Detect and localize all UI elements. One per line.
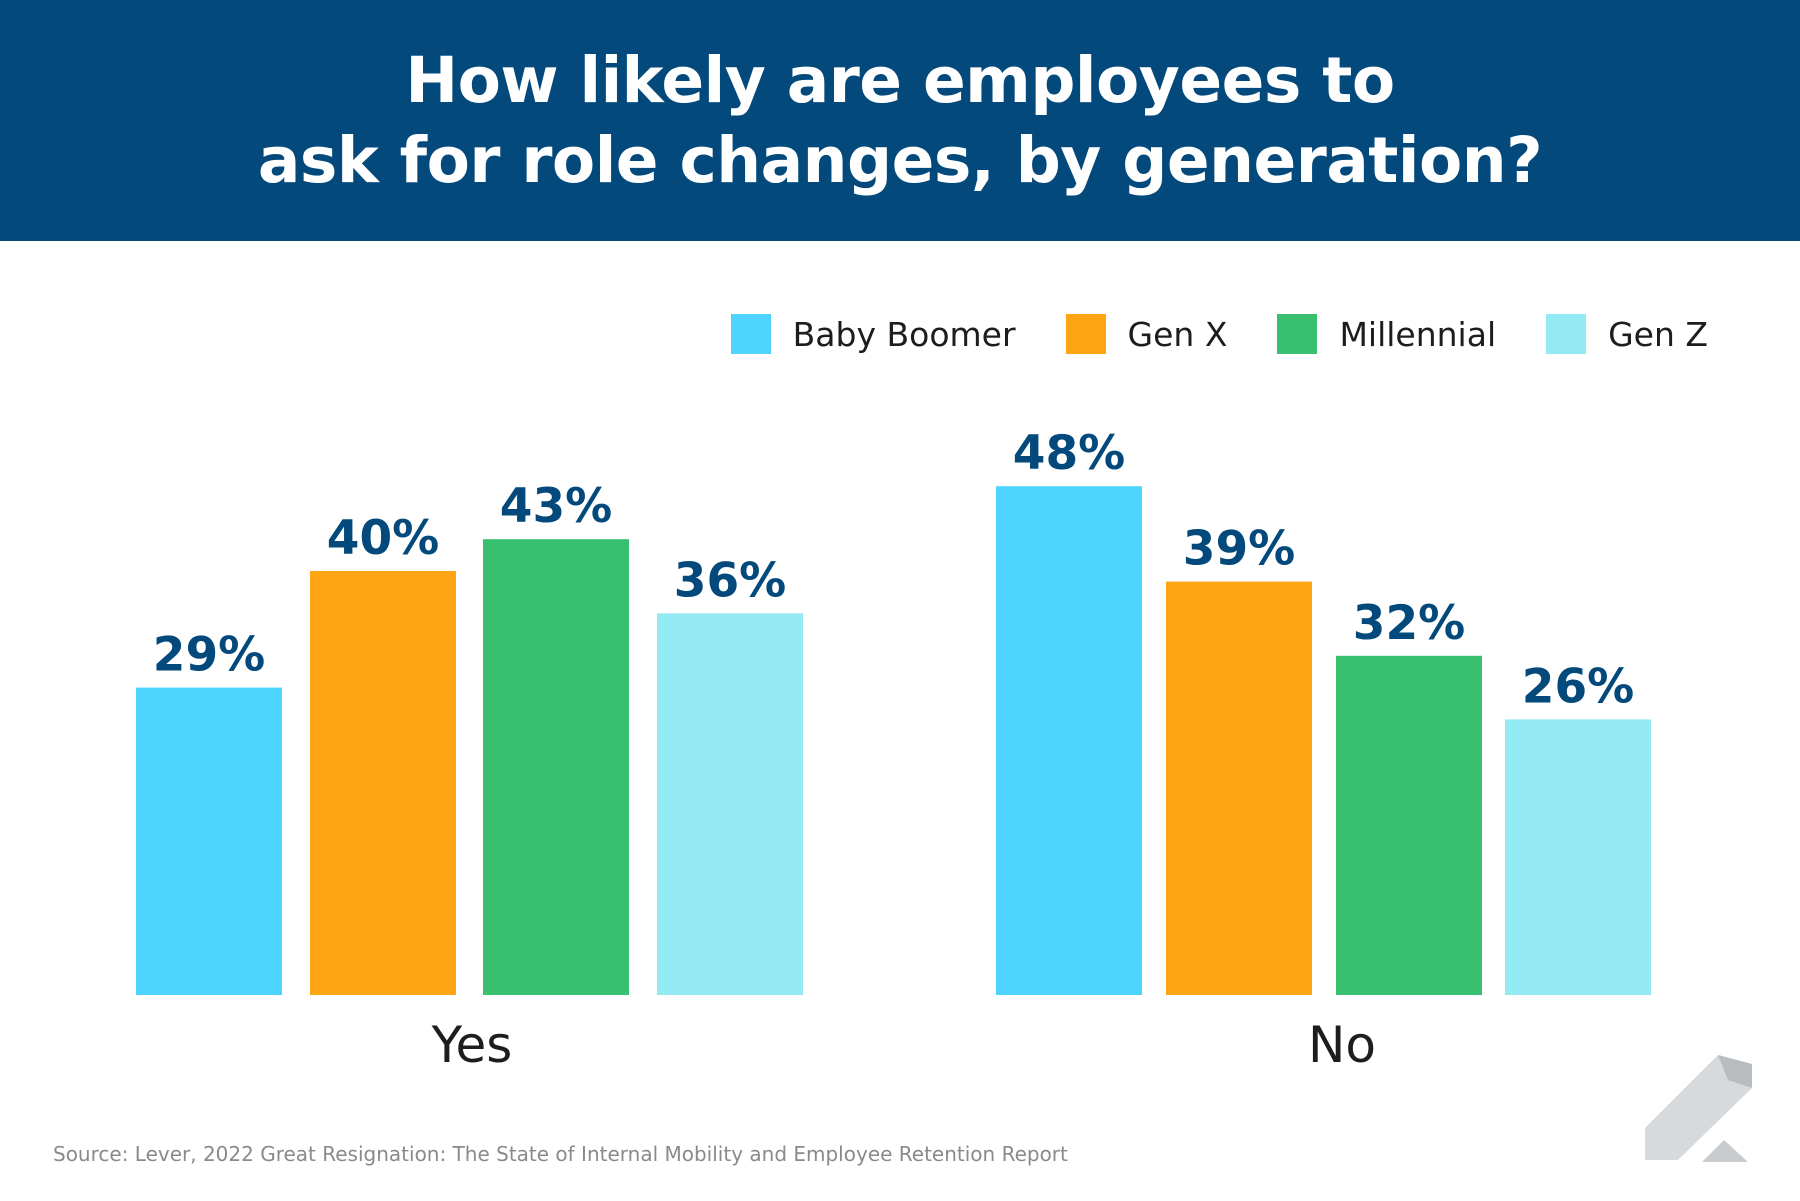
data-label-yes-baby-boomer: 29%: [153, 628, 266, 683]
header-banner: How likely are employees to ask for role…: [0, 0, 1800, 241]
data-label-no-baby-boomer: 48%: [1013, 426, 1126, 481]
bar-yes-gen-z: [657, 613, 803, 995]
chart-title-line-1: How likely are employees to: [405, 43, 1395, 117]
bar-yes-baby-boomer: [136, 687, 282, 995]
legend-item-gen-z: Gen Z: [1546, 314, 1708, 354]
legend-swatch-millennial: [1277, 314, 1318, 354]
bar-yes-gen-x: [310, 571, 456, 995]
lever-logo-icon: [1645, 1055, 1752, 1162]
legend-label-gen-z: Gen Z: [1608, 314, 1708, 354]
legend-label-gen-x: Gen X: [1127, 314, 1228, 354]
bar-no-baby-boomer: [996, 486, 1142, 995]
data-label-yes-gen-x: 40%: [327, 511, 440, 566]
data-label-yes-millennial: 43%: [500, 479, 613, 534]
legend-item-baby-boomer: Baby Boomer: [730, 314, 1016, 354]
bar-no-gen-x: [1166, 581, 1312, 995]
data-label-no-gen-x: 39%: [1183, 522, 1296, 577]
legend-swatch-baby-boomer: [730, 314, 771, 354]
bar-yes-millennial: [483, 539, 629, 995]
data-label-no-millennial: 32%: [1353, 596, 1466, 651]
data-label-yes-gen-z: 36%: [674, 553, 787, 608]
bar-no-millennial: [1336, 655, 1482, 995]
category-label-no: No: [1308, 1016, 1376, 1074]
legend-label-baby-boomer: Baby Boomer: [792, 314, 1016, 354]
legend-item-gen-x: Gen X: [1065, 314, 1228, 354]
source-note: Source: Lever, 2022 Great Resignation: T…: [53, 1142, 1068, 1166]
legend: Baby Boomer Gen X Millennial Gen Z: [681, 314, 1708, 354]
legend-swatch-gen-x: [1065, 314, 1106, 354]
data-label-no-gen-z: 26%: [1522, 659, 1635, 714]
chart-title-line-2: ask for role changes, by generation?: [257, 123, 1543, 197]
category-label-yes: Yes: [431, 1016, 513, 1074]
bar-no-gen-z: [1505, 719, 1651, 995]
legend-swatch-gen-z: [1546, 314, 1587, 354]
legend-label-millennial: Millennial: [1339, 314, 1497, 354]
legend-item-millennial: Millennial: [1277, 314, 1496, 354]
